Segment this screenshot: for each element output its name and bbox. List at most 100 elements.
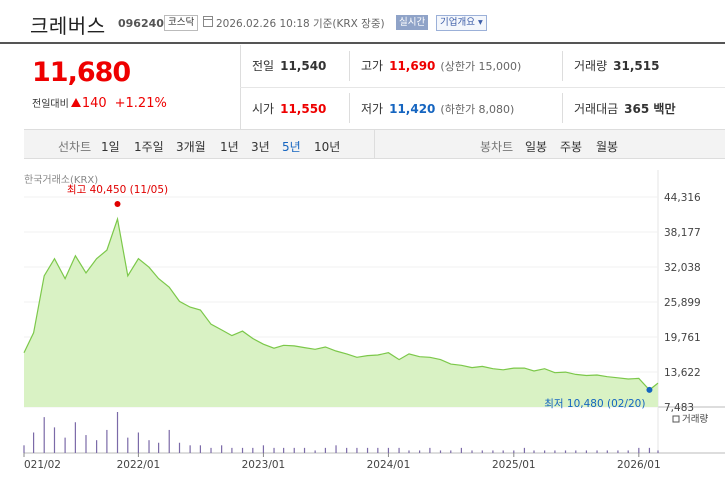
volume-bar bbox=[408, 450, 410, 453]
volume-bar bbox=[648, 447, 651, 453]
stock-header: 크레버스 096240 코스닥 2026.02.26 10:18 기준(KRX … bbox=[0, 0, 725, 44]
tab-1y[interactable]: 1년 bbox=[220, 140, 239, 154]
tab-10y[interactable]: 10년 bbox=[314, 140, 341, 154]
stat-label: 전일 bbox=[252, 59, 275, 73]
min-price-marker bbox=[646, 386, 653, 393]
stat-label: 시가 bbox=[252, 102, 275, 116]
stat-volume: 거래량 31,515 bbox=[574, 57, 659, 74]
up-triangle-icon bbox=[70, 98, 81, 107]
volume-legend-swatch bbox=[672, 415, 680, 423]
tab-3y[interactable]: 3년 bbox=[251, 140, 270, 154]
volume-bar bbox=[199, 445, 201, 453]
stat-prev-close: 전일 11,540 bbox=[252, 57, 326, 74]
calendar-icon bbox=[203, 16, 213, 27]
stock-name: 크레버스 bbox=[30, 14, 106, 38]
divider bbox=[562, 51, 563, 81]
y-tick-label: 38,177 bbox=[664, 227, 701, 239]
volume-bar bbox=[314, 450, 316, 453]
candle-chart-label: 봉차트 bbox=[480, 140, 514, 154]
change-amount: 140 bbox=[81, 96, 107, 111]
market-badge: 코스닥 bbox=[164, 15, 199, 31]
volume-bar bbox=[262, 445, 265, 453]
realtime-badge: 실시간 bbox=[396, 15, 429, 30]
volume-bar bbox=[481, 450, 483, 453]
price-area bbox=[24, 219, 658, 407]
volume-bar bbox=[617, 450, 619, 453]
x-tick-label: 2023/01 bbox=[242, 459, 286, 471]
volume-bar bbox=[460, 447, 462, 453]
volume-bar bbox=[137, 432, 140, 453]
tab-daily[interactable]: 일봉 bbox=[525, 140, 548, 154]
volume-bar bbox=[168, 429, 170, 453]
price-chart: 44,316 38,177 32,038 25,899 19,761 13,622 7,48… bbox=[23, 170, 725, 471]
volume-bar bbox=[32, 432, 35, 453]
volume-bar bbox=[116, 412, 119, 453]
stat-value: 31,515 bbox=[613, 59, 660, 73]
volume-bar bbox=[231, 447, 233, 453]
divider bbox=[374, 130, 375, 158]
price-line bbox=[23, 216, 659, 391]
volume-bar bbox=[252, 447, 254, 453]
tab-1w[interactable]: 1주일 bbox=[134, 140, 164, 154]
y-tick-label: 25,899 bbox=[664, 297, 701, 309]
volume-bar bbox=[439, 450, 442, 453]
stat-value: 11,550 bbox=[280, 102, 327, 116]
stat-value: 11,540 bbox=[280, 59, 327, 73]
current-price: 11,680 bbox=[32, 57, 131, 88]
max-price-label: 최고 40,450 (11/05) bbox=[67, 184, 168, 196]
company-overview-button[interactable]: 기업개요 ▾ bbox=[436, 15, 487, 31]
volume-bar bbox=[450, 450, 452, 453]
price-summary: 11,680 전일대비 140 +1.21% 전일 11,540 고가 11,690 (상… bbox=[24, 45, 725, 129]
x-tick-label: 021/02 bbox=[24, 459, 61, 471]
volume-bar bbox=[335, 445, 337, 453]
volume-bar bbox=[346, 447, 348, 453]
volume-bar bbox=[627, 450, 629, 453]
tab-1d[interactable]: 1일 bbox=[101, 140, 120, 154]
volume-bar bbox=[96, 440, 98, 453]
volume-bar bbox=[85, 435, 87, 453]
volume-bar bbox=[23, 445, 25, 453]
volume-bar bbox=[43, 417, 45, 453]
volume-bar bbox=[178, 442, 181, 453]
volume-bar bbox=[303, 447, 306, 453]
volume-bar bbox=[575, 450, 577, 453]
stat-high: 고가 11,690 (상한가 15,000) bbox=[361, 57, 521, 74]
x-tick-label: 2026/01 bbox=[617, 459, 661, 471]
volume-bar bbox=[596, 450, 598, 453]
y-tick-label: 19,761 bbox=[664, 332, 701, 344]
chart-tab-bar: 선차트 1일 1주일 3개월 1년 3년 5년 10년 봉차트 일봉 주봉 월봉 bbox=[24, 129, 725, 159]
volume-bar bbox=[585, 450, 588, 453]
volume-bar bbox=[366, 447, 369, 453]
y-tick-label: 13,622 bbox=[664, 367, 701, 379]
y-tick-label: 7,483 bbox=[664, 402, 694, 414]
divider bbox=[240, 87, 725, 88]
min-price-label: 최저 10,480 (02/20) bbox=[544, 398, 645, 410]
change-label: 전일대비 bbox=[32, 99, 69, 110]
stat-label: 거래대금 bbox=[574, 102, 619, 116]
stat-value: 365 백만 bbox=[624, 102, 676, 116]
tab-monthly[interactable]: 월봉 bbox=[596, 140, 619, 154]
volume-bar bbox=[533, 450, 535, 453]
volume-bar bbox=[241, 447, 244, 453]
volume-bar bbox=[606, 450, 608, 453]
volume-bar bbox=[502, 450, 504, 453]
volume-bar bbox=[74, 422, 76, 453]
tab-weekly[interactable]: 주봉 bbox=[560, 140, 583, 154]
volume-bar bbox=[657, 450, 659, 453]
volume-bar bbox=[387, 447, 390, 453]
stat-label: 저가 bbox=[361, 102, 384, 116]
stat-low: 저가 11,420 (하한가 8,080) bbox=[361, 100, 514, 117]
tab-3m[interactable]: 3개월 bbox=[176, 140, 206, 154]
x-tick-label: 2025/01 bbox=[492, 459, 536, 471]
stat-label: 고가 bbox=[361, 59, 384, 73]
volume-bar bbox=[189, 445, 191, 453]
volume-bar bbox=[523, 447, 526, 453]
volume-bar bbox=[293, 447, 295, 453]
volume-bar bbox=[106, 429, 108, 453]
volume-bar bbox=[377, 447, 379, 453]
stat-value: 11,690 bbox=[389, 59, 436, 73]
volume-legend-label: 거래량 bbox=[682, 413, 708, 425]
volume-bar bbox=[564, 450, 567, 453]
tab-5y[interactable]: 5년 bbox=[282, 140, 301, 154]
volume-bar bbox=[64, 437, 66, 453]
